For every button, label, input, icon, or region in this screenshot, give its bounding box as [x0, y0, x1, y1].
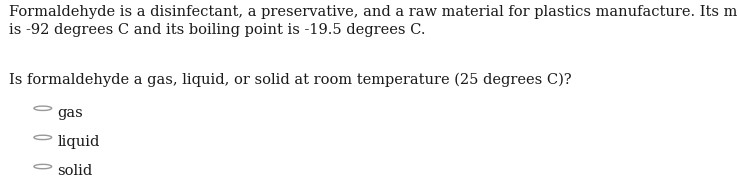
Text: Formaldehyde is a disinfectant, a preservative, and a raw material for plastics : Formaldehyde is a disinfectant, a preser…: [9, 5, 738, 37]
Text: gas: gas: [58, 106, 83, 120]
Text: solid: solid: [58, 164, 93, 178]
Text: liquid: liquid: [58, 135, 100, 149]
Text: Is formaldehyde a gas, liquid, or solid at room temperature (25 degrees C)?: Is formaldehyde a gas, liquid, or solid …: [9, 73, 571, 87]
